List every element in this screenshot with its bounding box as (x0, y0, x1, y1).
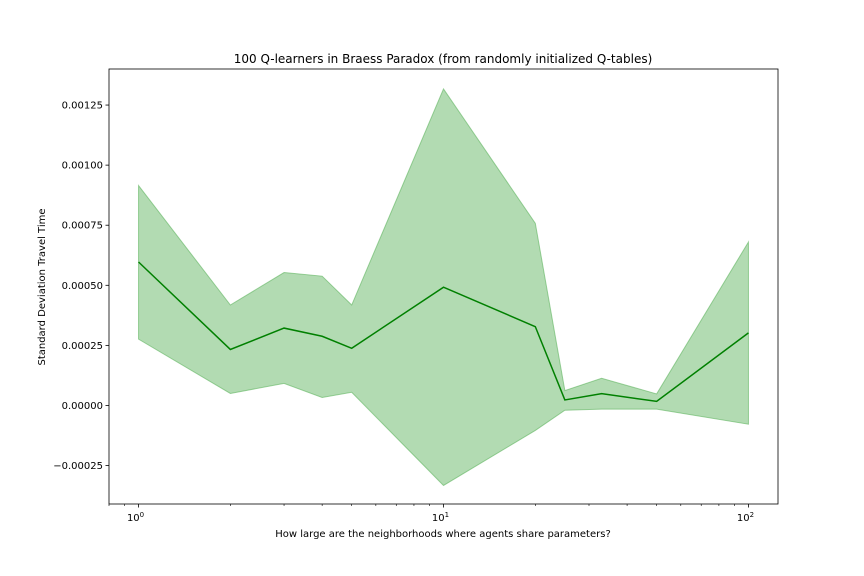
y-tick-label: 0.00000 (62, 401, 103, 412)
plot-area (138, 87, 749, 487)
y-axis-label: Standard Deviation Travel Time (37, 208, 48, 365)
x-tick-label: 101 (432, 511, 449, 524)
x-tick-label: 102 (737, 511, 754, 524)
x-axis-label: How large are the neighborhoods where ag… (275, 529, 611, 540)
y-tick-label: 0.00025 (62, 341, 103, 352)
y-tick-label: 0.00125 (62, 101, 103, 112)
y-axis: −0.00025 0.00000 0.00025 0.00050 0.00075 0.00… (53, 101, 109, 472)
y-tick-label: −0.00025 (53, 461, 103, 472)
chart-title: 100 Q-learners in Braess Paradox (from r… (234, 52, 653, 66)
y-tick-label: 0.00100 (62, 161, 103, 172)
y-tick-label: 0.00075 (62, 221, 103, 232)
y-tick-label: 0.00050 (62, 281, 103, 292)
series-line (138, 261, 749, 403)
x-axis: 100 101 102 (108, 504, 754, 524)
x-tick-label: 100 (127, 511, 144, 524)
